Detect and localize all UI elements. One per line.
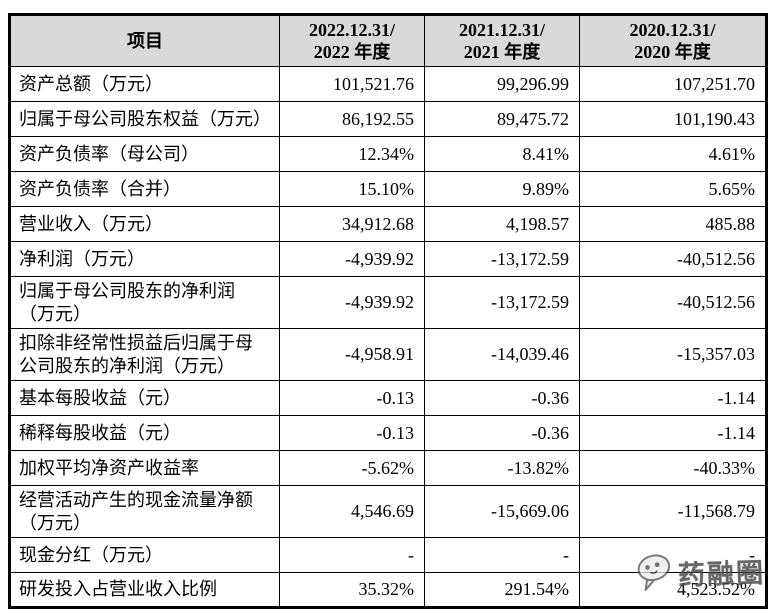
row-label: 基本每股收益（元） — [9, 380, 280, 416]
row-label: 研发投入占营业收入比例 — [9, 572, 280, 608]
value-cell: -4,958.91 — [279, 328, 425, 381]
table-row: 营业收入（万元） 34,912.68 4,198.57 485.88 — [9, 206, 767, 242]
value-cell: 101,521.76 — [279, 66, 425, 102]
table-row: 加权平均净资产收益率 -5.62% -13.82% -40.33% — [9, 450, 767, 486]
value-cell: -0.36 — [424, 415, 580, 451]
value-cell: -15,669.06 — [424, 485, 580, 538]
header-row: 项目 2022.12.31/ 2022 年度 2021.12.31/ 2021 … — [9, 14, 767, 67]
value-cell: 101,190.43 — [579, 101, 767, 137]
table-row: 归属于母公司股东的净利润 （万元） -4,939.92 -13,172.59 -40,… — [9, 276, 767, 329]
row-label: 现金分红（万元） — [9, 537, 280, 573]
row-label: 资产总额（万元） — [9, 66, 280, 102]
row-label: 经营活动产生的现金流量净额 （万元） — [9, 485, 280, 538]
value-cell: -1.14 — [579, 380, 767, 416]
row-label: 归属于母公司股东权益（万元） — [9, 101, 280, 137]
table-row: 经营活动产生的现金流量净额 （万元） 4,546.69 -15,669.06 -11,… — [9, 485, 767, 538]
value-cell: -0.13 — [279, 415, 425, 451]
value-cell: 89,475.72 — [424, 101, 580, 137]
row-label: 扣除非经常性损益后归属于母 公司股东的净利润（万元） — [9, 328, 280, 381]
header-cell-2020: 2020.12.31/ 2020 年度 — [579, 14, 767, 67]
row-label: 净利润（万元） — [9, 241, 280, 277]
value-cell: 485.88 — [579, 206, 767, 242]
value-cell: -13,172.59 — [424, 276, 580, 329]
table-row: 基本每股收益（元） -0.13 -0.36 -1.14 — [9, 380, 767, 416]
header-cell-item: 项目 — [9, 14, 280, 67]
value-cell: -13.82% — [424, 450, 580, 486]
row-label: 归属于母公司股东的净利润 （万元） — [9, 276, 280, 329]
value-cell: -40,512.56 — [579, 276, 767, 329]
value-cell: 4,523.52% — [579, 572, 767, 608]
value-cell: -14,039.46 — [424, 328, 580, 381]
table-row: 稀释每股收益（元） -0.13 -0.36 -1.14 — [9, 415, 767, 451]
value-cell: -40,512.56 — [579, 241, 767, 277]
table-row: 扣除非经常性损益后归属于母 公司股东的净利润（万元） -4,958.91 -14,0… — [9, 328, 767, 381]
header-cell-2021: 2021.12.31/ 2021 年度 — [424, 14, 580, 67]
value-cell: 99,296.99 — [424, 66, 580, 102]
value-cell: 107,251.70 — [579, 66, 767, 102]
value-cell: 4,546.69 — [279, 485, 425, 538]
value-cell: 86,192.55 — [279, 101, 425, 137]
value-cell: -40.33% — [579, 450, 767, 486]
table-header: 项目 2022.12.31/ 2022 年度 2021.12.31/ 2021 … — [9, 14, 767, 67]
value-cell: - — [279, 537, 425, 573]
value-cell: 35.32% — [279, 572, 425, 608]
row-label: 资产负债率（母公司） — [9, 136, 280, 172]
row-label: 营业收入（万元） — [9, 206, 280, 242]
value-cell: 8.41% — [424, 136, 580, 172]
value-cell: 5.65% — [579, 171, 767, 207]
table-row: 资产负债率（合并） 15.10% 9.89% 5.65% — [9, 171, 767, 207]
header-cell-2022: 2022.12.31/ 2022 年度 — [279, 14, 425, 67]
financial-indicators-table: 项目 2022.12.31/ 2022 年度 2021.12.31/ 2021 … — [8, 13, 768, 609]
table-row: 研发投入占营业收入比例 35.32% 291.54% 4,523.52% — [9, 572, 767, 608]
value-cell: -11,568.79 — [579, 485, 767, 538]
value-cell: -4,939.92 — [279, 241, 425, 277]
row-label: 资产负债率（合并） — [9, 171, 280, 207]
value-cell: -0.13 — [279, 380, 425, 416]
table-row: 净利润（万元） -4,939.92 -13,172.59 -40,512.56 — [9, 241, 767, 277]
value-cell: -15,357.03 — [579, 328, 767, 381]
row-label: 稀释每股收益（元） — [9, 415, 280, 451]
value-cell: 15.10% — [279, 171, 425, 207]
value-cell: -1.14 — [579, 415, 767, 451]
value-cell: 12.34% — [279, 136, 425, 172]
table-row: 资产总额（万元） 101,521.76 99,296.99 107,251.70 — [9, 66, 767, 102]
value-cell: 4,198.57 — [424, 206, 580, 242]
value-cell: 34,912.68 — [279, 206, 425, 242]
value-cell: 291.54% — [424, 572, 580, 608]
value-cell: -13,172.59 — [424, 241, 580, 277]
value-cell: -4,939.92 — [279, 276, 425, 329]
value-cell: - — [579, 537, 767, 573]
value-cell: 4.61% — [579, 136, 767, 172]
table-body: 资产总额（万元） 101,521.76 99,296.99 107,251.70 归属于… — [9, 66, 767, 608]
value-cell: 9.89% — [424, 171, 580, 207]
value-cell: -5.62% — [279, 450, 425, 486]
value-cell: -0.36 — [424, 380, 580, 416]
value-cell: - — [424, 537, 580, 573]
table-row: 归属于母公司股东权益（万元） 86,192.55 89,475.72 101,190.… — [9, 101, 767, 137]
row-label: 加权平均净资产收益率 — [9, 450, 280, 486]
table-row: 现金分红（万元） - - - — [9, 537, 767, 573]
table-row: 资产负债率（母公司） 12.34% 8.41% 4.61% — [9, 136, 767, 172]
financial-indicators-table-wrap: 项目 2022.12.31/ 2022 年度 2021.12.31/ 2021 … — [8, 13, 768, 609]
